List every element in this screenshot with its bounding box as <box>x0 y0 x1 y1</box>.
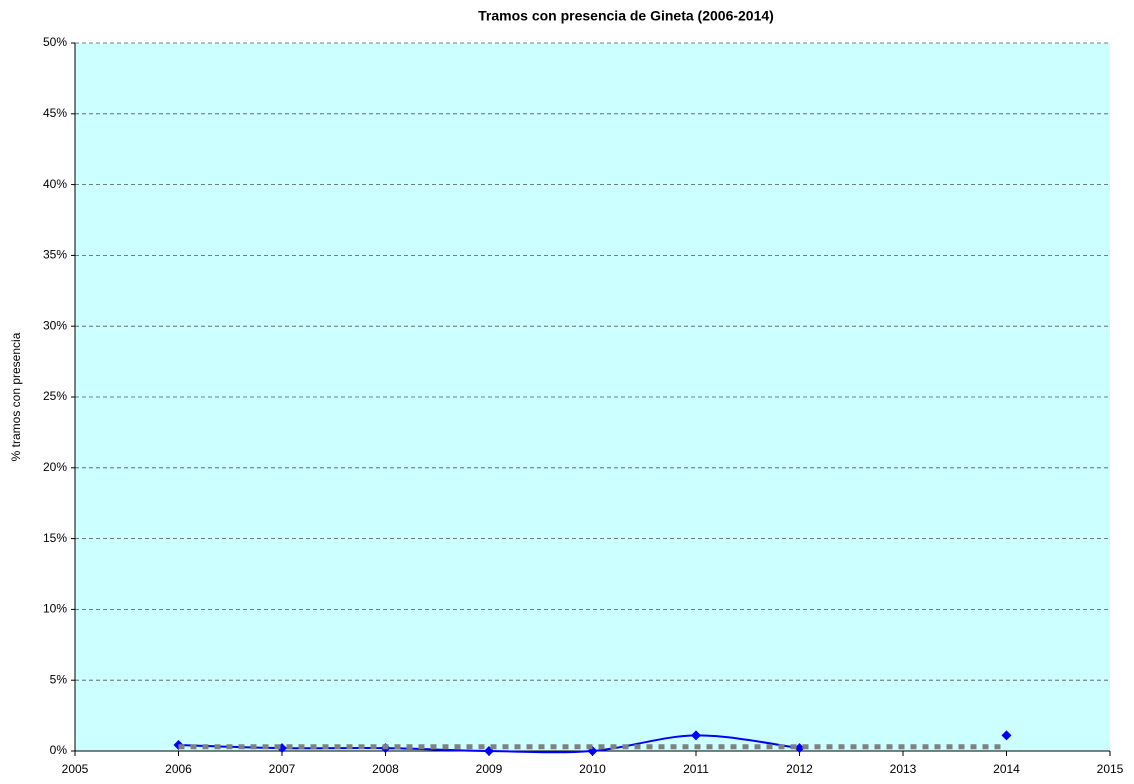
y-tick-label: 25% <box>43 389 67 403</box>
chart-title: Tramos con presencia de Gineta (2006-201… <box>478 8 774 24</box>
y-tick-label: 15% <box>43 531 67 545</box>
x-tick-label: 2006 <box>165 762 192 776</box>
y-tick-label: 40% <box>43 177 67 191</box>
data-point <box>1001 730 1012 741</box>
x-tick-label: 2007 <box>269 762 296 776</box>
y-tick-label: 0% <box>50 743 68 757</box>
y-tick-label: 10% <box>43 602 67 616</box>
y-axis-label: % tramos con presencia <box>9 332 23 461</box>
x-tick-label: 2014 <box>993 762 1020 776</box>
x-tick-label: 2011 <box>683 762 709 776</box>
y-tick-label: 45% <box>43 106 67 120</box>
y-tick-label: 35% <box>43 248 67 262</box>
x-tick-label: 2013 <box>890 762 917 776</box>
x-tick-label: 2009 <box>476 762 503 776</box>
y-tick-label: 50% <box>43 35 67 49</box>
x-tick-label: 2015 <box>1097 762 1124 776</box>
y-tick-label: 20% <box>43 460 67 474</box>
data-point <box>794 743 805 754</box>
y-tick-label: 5% <box>50 672 68 686</box>
y-tick-label: 30% <box>43 318 67 332</box>
x-tick-label: 2005 <box>62 762 89 776</box>
x-tick-label: 2012 <box>786 762 813 776</box>
x-tick-label: 2010 <box>579 762 606 776</box>
x-tick-label: 2008 <box>372 762 399 776</box>
data-point <box>691 730 701 741</box>
